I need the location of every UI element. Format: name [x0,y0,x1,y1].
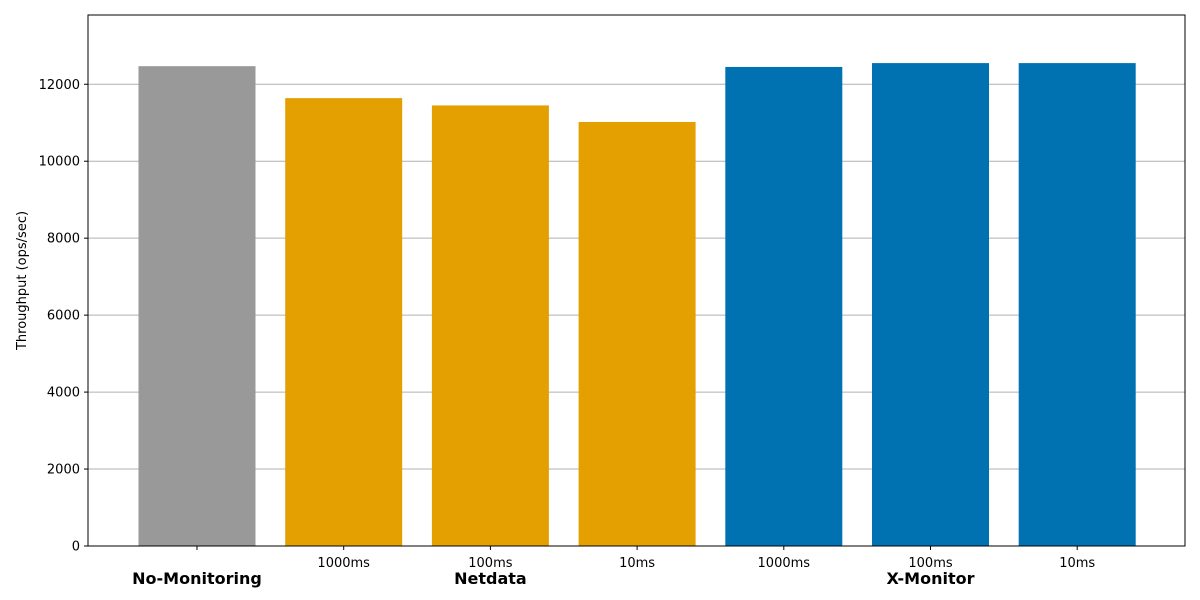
group-labels: No-Monitoring Netdata X-Monitor [132,569,974,588]
group-label: X-Monitor [887,569,975,588]
y-tick-label: 0 [72,540,80,555]
x-tick-label: 1000ms [317,556,370,571]
y-axis-label: Throughput (ops/sec) [15,211,30,351]
y-tick-label: 12000 [39,78,80,93]
x-axis: 1000ms 100ms 10ms 1000ms 100ms 10ms [196,546,1095,571]
bar [872,63,989,546]
y-axis: 0 2000 4000 6000 8000 10000 12000 [39,78,88,555]
bars [138,63,1136,547]
x-tick-label: 100ms [468,556,512,571]
y-tick-label: 4000 [47,386,80,401]
group-label: Netdata [454,569,527,588]
bar [285,98,403,547]
bar [1018,63,1136,546]
group-label: No-Monitoring [132,569,262,588]
y-tick-label: 2000 [47,463,80,478]
bar [725,66,843,547]
y-tick-label: 6000 [47,309,80,324]
bar [578,121,696,546]
x-tick-label: 1000ms [758,556,811,571]
x-tick-label: 10ms [1059,556,1095,571]
y-tick-label: 10000 [39,155,80,170]
bar [431,105,549,546]
x-tick-label: 100ms [908,556,952,571]
x-tick-label: 10ms [619,556,655,571]
bar [138,66,256,546]
y-tick-label: 8000 [47,232,80,247]
plot-frame [87,14,1186,547]
